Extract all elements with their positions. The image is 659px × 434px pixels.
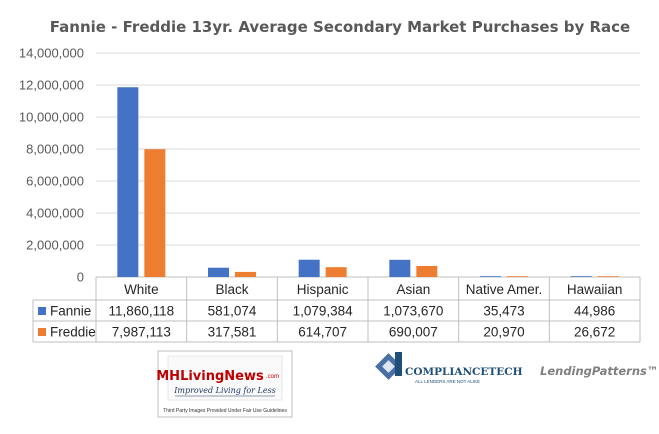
category-label: Hispanic: [297, 282, 349, 297]
mhlivingnews-brand: MHLivingNews: [156, 369, 264, 384]
legend-label-freddie: Freddie: [50, 325, 96, 340]
data-label-fannie: 581,074: [208, 304, 257, 319]
y-tick-label: 10,000,000: [19, 110, 84, 125]
y-tick-label: 12,000,000: [19, 78, 84, 93]
chart-title: Fannie - Freddie 13yr. Average Secondary…: [50, 18, 630, 36]
bar-fannie-white: [117, 87, 139, 277]
bar-fannie-black: [208, 267, 229, 277]
y-tick-label: 0: [77, 270, 84, 285]
bar-freddie-white: [144, 149, 166, 277]
data-label-fannie: 1,079,384: [293, 304, 354, 319]
mhlivingnews-note: Third Party Images Provided Under Fair U…: [163, 408, 287, 414]
mhlivingnews-tagline: Improved Living for Less: [173, 386, 276, 395]
y-tick-label: 8,000,000: [26, 142, 84, 157]
mhlivingnews-com: .com: [266, 374, 279, 380]
category-label: Black: [215, 282, 248, 297]
data-label-freddie: 614,707: [298, 325, 347, 340]
data-label-freddie: 26,672: [574, 325, 615, 340]
compliancetech-tagline: ALL LENDERS ARE NOT ALIKE: [415, 379, 480, 384]
bar-fannie-hispanic: [298, 259, 320, 277]
bar-freddie-asian: [416, 265, 438, 277]
compliancetech-logo: COMPLIANCETECH ALL LENDERS ARE NOT ALIKE: [375, 352, 523, 384]
mhlivingnews-logo: MHLivingNews .com Improved Living for Le…: [156, 350, 293, 418]
data-label-fannie: 44,986: [574, 304, 615, 319]
lendingpatterns-logo: LendingPatterns™: [540, 364, 658, 378]
data-label-fannie: 11,860,118: [109, 304, 175, 319]
compliancetech-name: COMPLIANCETECH: [405, 366, 523, 378]
data-table: White Black Hispanic Asian Native Amer. Hawai…: [32, 277, 641, 343]
legend-label-fannie: Fannie: [50, 304, 91, 319]
category-label: Asian: [396, 282, 430, 297]
mhlivingnews-inner: [167, 355, 283, 401]
bar-freddie-hawaiian: [597, 276, 619, 277]
bar-freddie-hispanic: [325, 267, 347, 277]
legend-swatch-fannie: [38, 307, 46, 315]
y-tick-label: 4,000,000: [26, 206, 84, 221]
legend-swatch-freddie: [38, 328, 46, 336]
data-label-freddie: 20,970: [483, 325, 524, 340]
category-label: White: [124, 282, 159, 297]
data-label-freddie: 317,581: [208, 325, 257, 340]
y-tick-label: 6,000,000: [26, 174, 84, 189]
category-label: Hawaiian: [567, 282, 623, 297]
data-label-fannie: 1,073,670: [383, 304, 443, 319]
data-label-fannie: 35,473: [483, 304, 524, 319]
y-axis-ticks: 0 2,000,000 4,000,000 6,000,000 8,000,000 10,…: [19, 46, 84, 285]
bar-fannie-asian: [389, 259, 411, 277]
y-tick-label: 14,000,000: [19, 46, 84, 61]
y-tick-label: 2,000,000: [26, 238, 84, 253]
category-label: Native Amer.: [466, 282, 543, 297]
bar-freddie-native-amer: [507, 276, 528, 277]
bar-freddie-black: [235, 271, 256, 277]
bar-fannie-hawaiian: [570, 276, 592, 277]
bar-fannie-native-amer: [480, 276, 501, 277]
bars: [117, 87, 619, 277]
compliancetech-emblem: [375, 352, 402, 380]
data-label-freddie: 7,987,113: [112, 325, 171, 340]
data-label-freddie: 690,007: [389, 325, 438, 340]
gridlines: [96, 52, 640, 278]
